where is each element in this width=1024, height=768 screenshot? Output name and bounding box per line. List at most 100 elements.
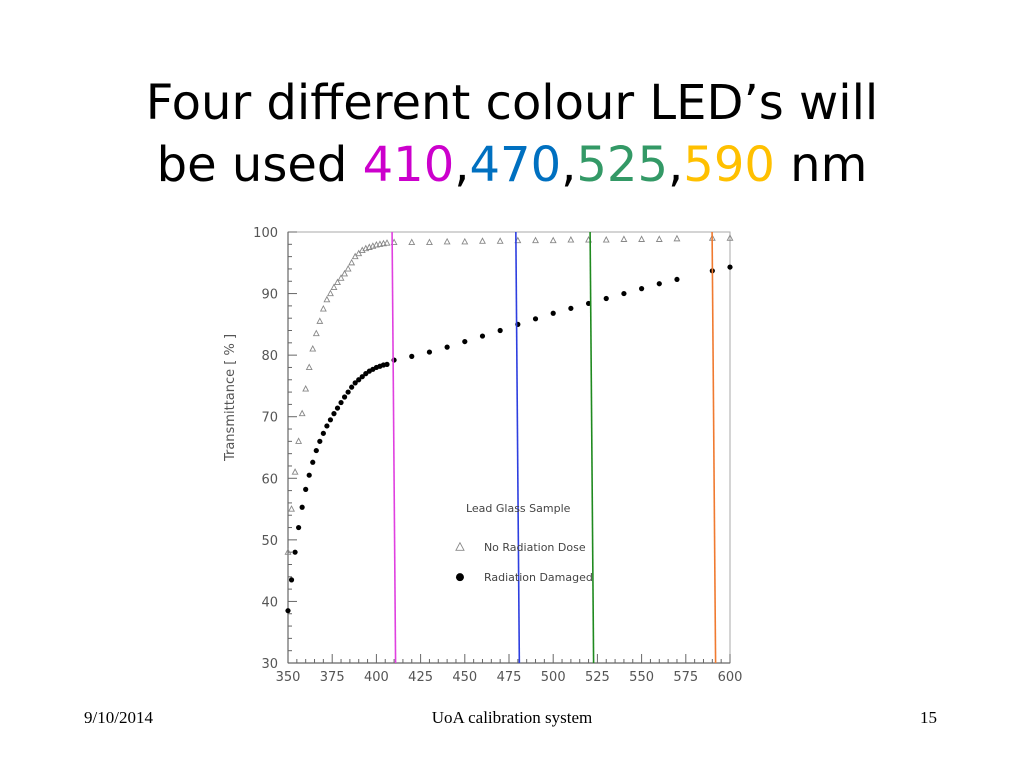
data-point-triangle bbox=[302, 385, 310, 392]
data-point-triangle bbox=[638, 235, 646, 242]
y-axis-label: Transmittance [ % ] bbox=[223, 334, 238, 462]
data-point-circle bbox=[299, 504, 305, 510]
data-point-triangle bbox=[323, 295, 331, 303]
data-point-circle bbox=[327, 417, 334, 423]
chart-axes: 350 375 400 425 450 475 500 525 550 575 600 30 40 50 6… bbox=[223, 226, 742, 685]
data-point-circle bbox=[338, 399, 344, 406]
data-point-triangle bbox=[330, 283, 338, 290]
data-point-circle bbox=[409, 353, 415, 359]
title-unit: nm bbox=[774, 137, 868, 193]
data-point-circle bbox=[603, 295, 609, 302]
slide-title: Four different colour LED’s will be used… bbox=[0, 72, 1024, 196]
y-tick-label: 70 bbox=[261, 411, 278, 426]
data-point-triangle bbox=[284, 548, 292, 555]
title-comma-1: , bbox=[454, 137, 470, 193]
data-point-circle bbox=[349, 384, 355, 390]
data-point-triangle bbox=[372, 240, 380, 248]
y-tick-label: 40 bbox=[261, 595, 278, 610]
data-point-triangle bbox=[532, 236, 539, 244]
chart-legend: Lead Glass Sample No Radiation Dose Radiat… bbox=[455, 502, 593, 584]
data-point-circle bbox=[585, 300, 592, 307]
data-point-circle bbox=[320, 430, 326, 436]
x-tick-label: 550 bbox=[629, 670, 654, 685]
title-comma-3: , bbox=[668, 137, 684, 193]
wavelength-410: 410 bbox=[362, 137, 455, 193]
led-line-591 bbox=[711, 231, 717, 664]
y-tick-label: 60 bbox=[261, 472, 278, 487]
x-tick-label: 500 bbox=[541, 670, 566, 685]
data-point-circle bbox=[727, 264, 733, 270]
chart-series bbox=[284, 234, 734, 614]
data-point-triangle bbox=[291, 468, 299, 475]
footer-date: 9/10/2014 bbox=[84, 708, 153, 727]
data-point-triangle bbox=[326, 289, 334, 297]
data-point-triangle bbox=[726, 234, 734, 241]
y-tick-label: 50 bbox=[261, 534, 278, 549]
wavelength-470: 470 bbox=[469, 137, 562, 193]
data-point-circle bbox=[621, 290, 627, 297]
data-point-triangle bbox=[496, 237, 504, 244]
legend-triangle-marker bbox=[455, 541, 465, 551]
x-tick-label: 375 bbox=[320, 670, 345, 685]
data-point-circle bbox=[462, 338, 468, 345]
data-point-triangle bbox=[351, 252, 359, 260]
data-point-circle bbox=[674, 276, 680, 283]
led-wavelength-lines bbox=[391, 231, 717, 664]
data-point-triangle bbox=[425, 238, 433, 246]
footer-title: UoA calibration system bbox=[431, 708, 593, 727]
data-point-triangle bbox=[298, 409, 306, 417]
data-point-triangle bbox=[655, 235, 663, 242]
data-point-triangle bbox=[316, 317, 324, 324]
data-point-triangle bbox=[288, 505, 295, 512]
data-point-circle bbox=[479, 333, 486, 339]
led-line-522 bbox=[589, 231, 595, 664]
data-point-triangle bbox=[309, 345, 317, 352]
data-point-circle bbox=[324, 423, 330, 429]
title-line-2: be used 410,470,525,590 nm bbox=[0, 134, 1024, 196]
legend-label-no-radiation: No Radiation Dose bbox=[484, 541, 586, 554]
series-no-radiation-dose bbox=[284, 234, 734, 555]
data-point-circle bbox=[331, 411, 337, 417]
data-point-triangle bbox=[334, 278, 341, 286]
data-point-circle bbox=[426, 349, 433, 355]
data-point-triangle bbox=[383, 239, 391, 246]
wavelength-590: 590 bbox=[683, 137, 775, 193]
legend-label-radiation-damaged: Radiation Damaged bbox=[484, 571, 593, 584]
data-point-circle bbox=[288, 577, 295, 583]
data-point-circle bbox=[313, 447, 319, 454]
wavelength-525: 525 bbox=[576, 137, 669, 193]
led-line-480 bbox=[515, 231, 521, 664]
data-point-triangle bbox=[479, 237, 486, 244]
data-point-triangle bbox=[376, 240, 384, 247]
data-point-triangle bbox=[305, 363, 313, 371]
legend-circle-marker bbox=[455, 573, 464, 582]
data-point-circle bbox=[384, 361, 390, 367]
data-point-circle bbox=[356, 377, 362, 383]
y-tick-label: 90 bbox=[261, 288, 278, 303]
data-point-circle bbox=[345, 389, 351, 395]
title-line-1: Four different colour LED’s will bbox=[145, 75, 879, 131]
data-point-circle bbox=[352, 380, 358, 386]
data-point-triangle bbox=[602, 236, 610, 243]
x-tick-label: 350 bbox=[276, 670, 301, 685]
data-point-circle bbox=[341, 394, 348, 400]
x-tick-label: 475 bbox=[497, 670, 522, 685]
transmittance-chart: 350 375 400 425 450 475 500 525 550 575 600 30 40 50 6… bbox=[223, 226, 742, 685]
data-point-circle bbox=[568, 305, 574, 311]
data-point-triangle bbox=[341, 269, 349, 277]
data-point-circle bbox=[550, 310, 556, 316]
data-point-circle bbox=[292, 549, 298, 555]
title-comma-2: , bbox=[561, 137, 577, 193]
data-point-triangle bbox=[380, 239, 387, 247]
plot-frame bbox=[287, 231, 731, 664]
data-point-circle bbox=[334, 405, 341, 411]
data-point-circle bbox=[444, 344, 450, 350]
data-point-triangle bbox=[567, 236, 575, 243]
x-tick-label: 450 bbox=[452, 670, 477, 685]
data-point-circle bbox=[306, 472, 312, 478]
data-point-triangle bbox=[348, 258, 356, 266]
data-point-circle bbox=[656, 281, 662, 287]
series-radiation-damaged bbox=[285, 264, 733, 614]
x-tick-label: 525 bbox=[585, 670, 610, 685]
y-tick-label: 30 bbox=[261, 657, 278, 672]
